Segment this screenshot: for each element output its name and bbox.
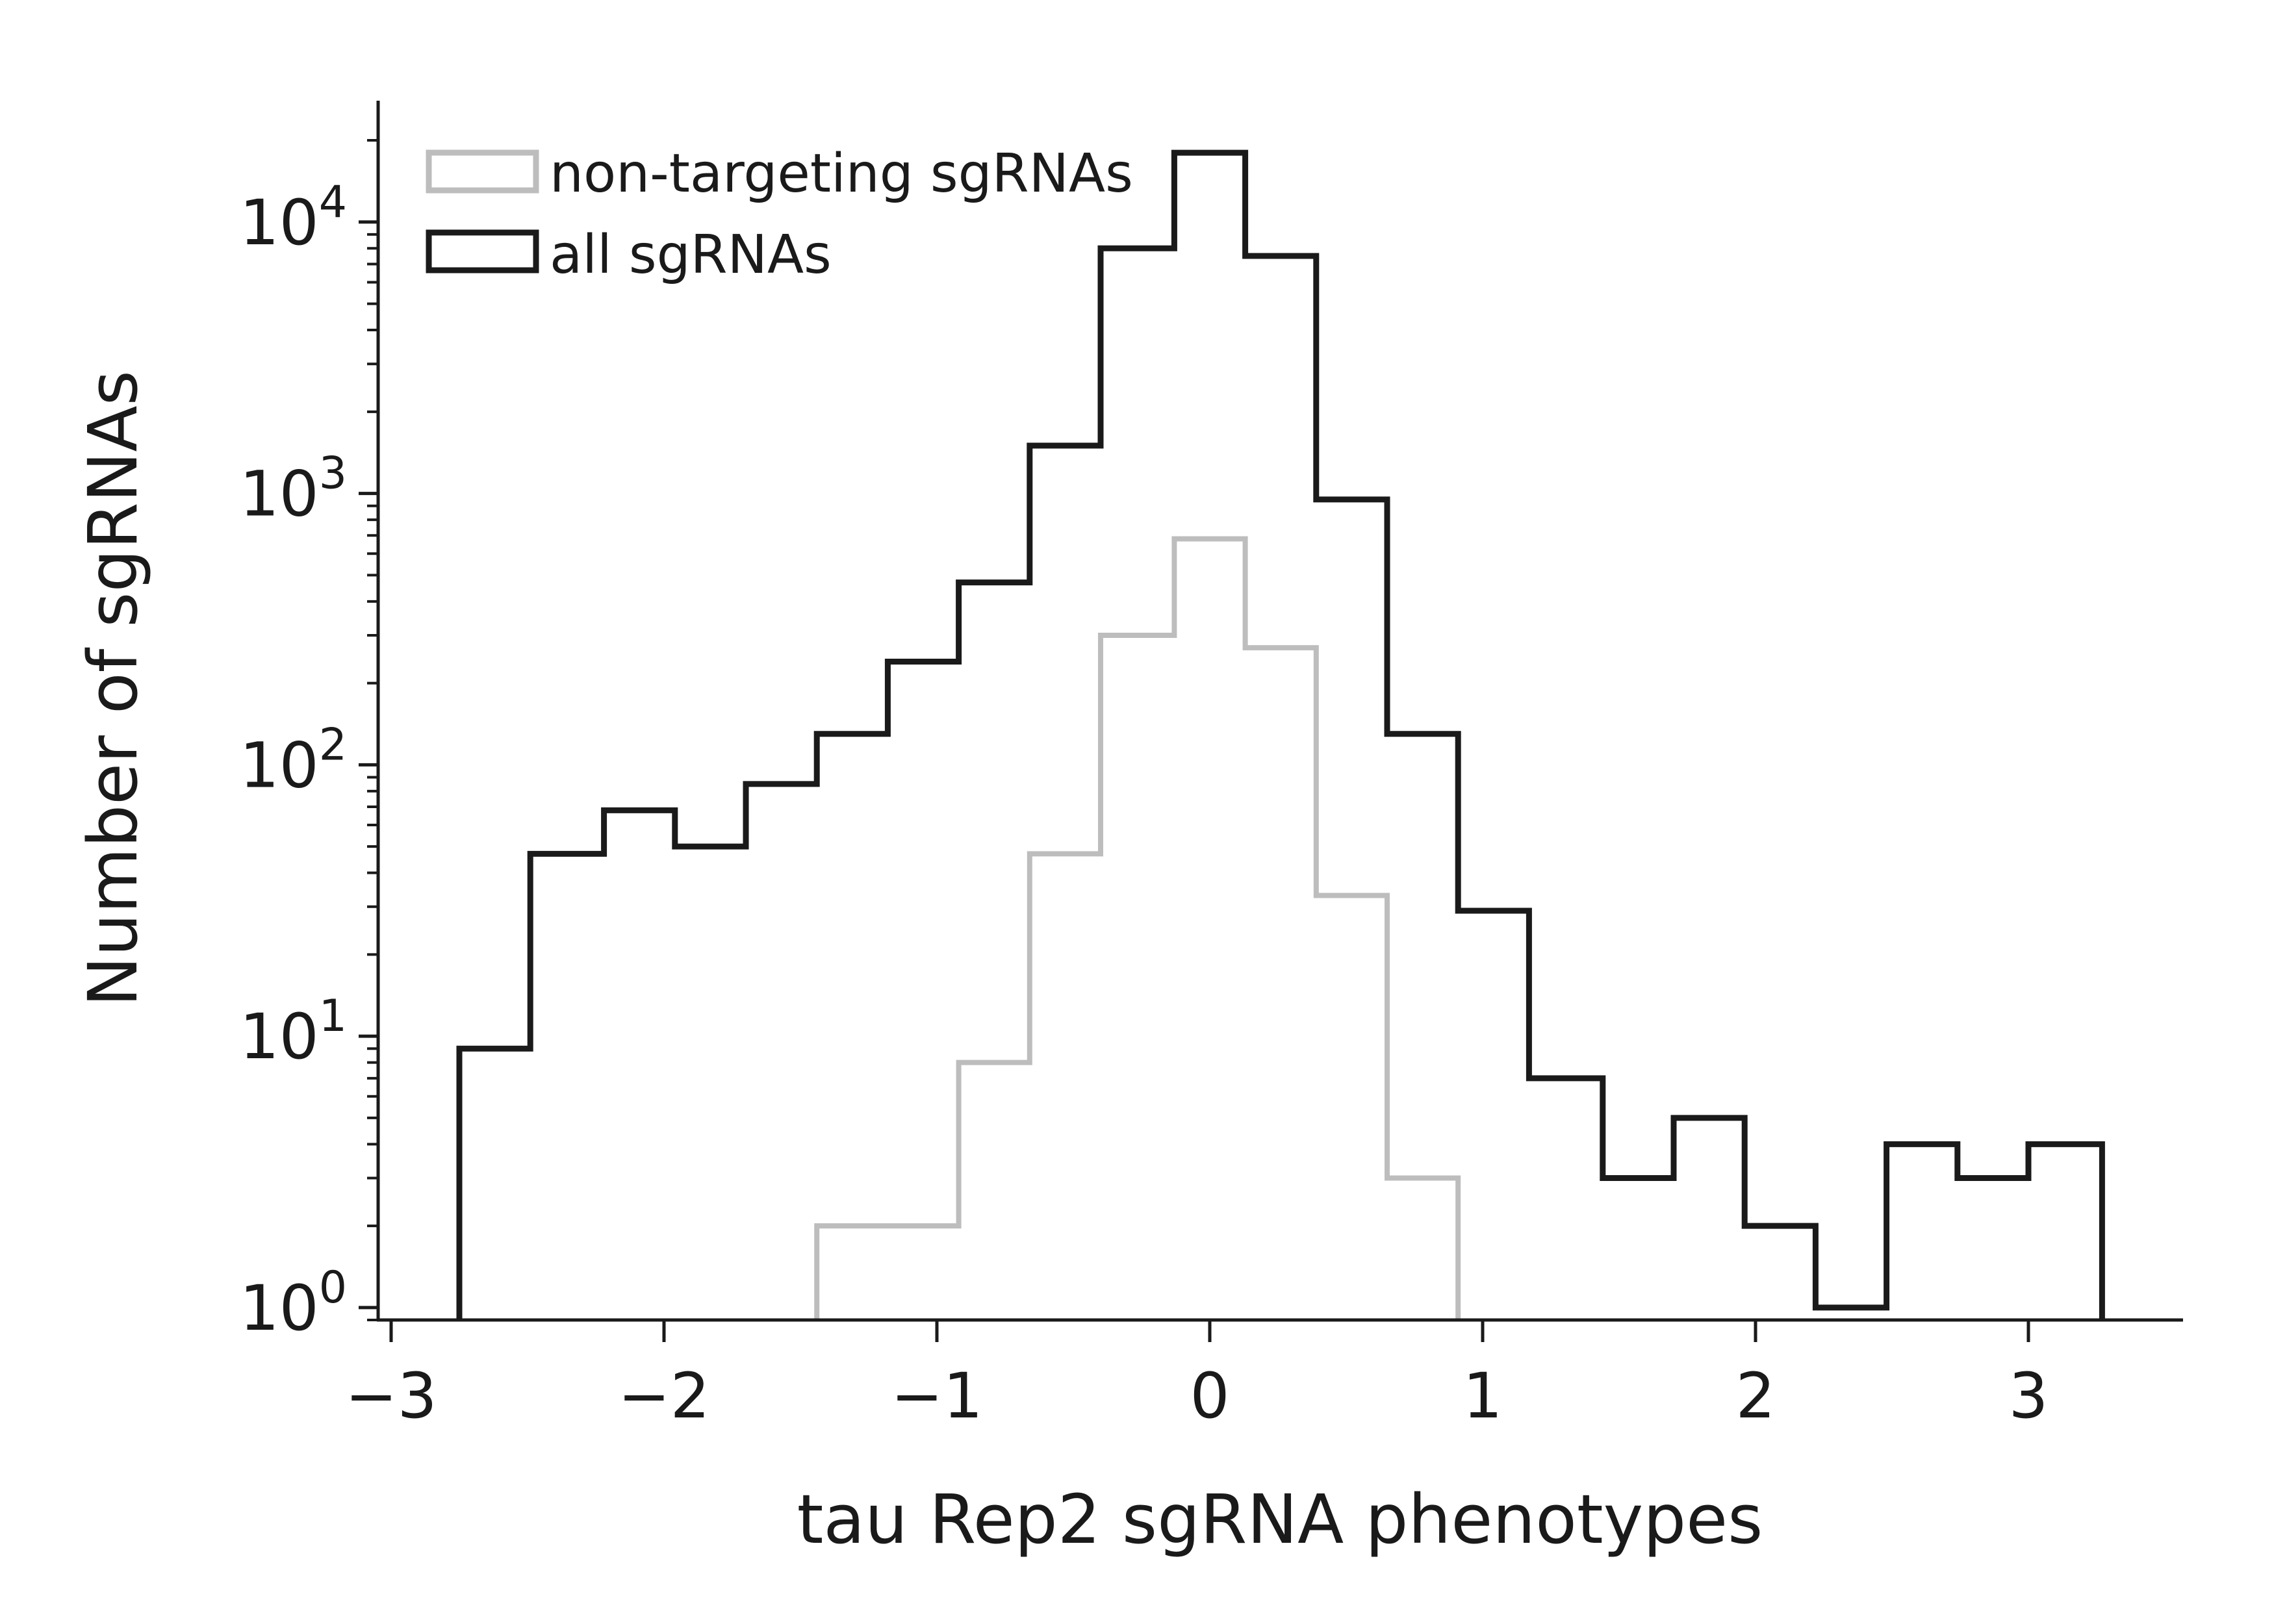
legend-item-all: all sgRNAs	[426, 224, 832, 286]
y-axis-ticks: 100 101 102 103 104	[240, 139, 378, 1345]
legend-item-non-targeting: non-targeting sgRNAs	[426, 143, 1133, 205]
legend-label-non-targeting: non-targeting sgRNAs	[550, 143, 1133, 205]
legend-swatch-all	[426, 229, 539, 273]
histogram-series-all	[456, 149, 2105, 1320]
x-tick-label: −2	[618, 1360, 710, 1432]
y-tick-label: 104	[240, 177, 347, 259]
histogram-series-layer	[456, 149, 2105, 1320]
y-axis-label: Number of sgRNAs	[73, 370, 153, 1007]
legend-swatch-non-targeting	[426, 149, 539, 194]
y-tick-label: 102	[240, 719, 347, 802]
x-tick-label: 2	[1735, 1360, 1775, 1432]
x-tick-label: 1	[1463, 1360, 1502, 1432]
x-tick-label: −3	[345, 1360, 437, 1432]
x-axis-ticks: −3 −2 −1 0 1 2 3	[345, 1320, 2049, 1432]
x-axis-label: tau Rep2 sgRNA phenotypes	[797, 1480, 1763, 1559]
x-tick-label: 0	[1190, 1360, 1229, 1432]
y-tick-label: 103	[240, 448, 347, 531]
y-tick-label: 101	[240, 991, 347, 1073]
legend: non-targeting sgRNAs all sgRNAs	[426, 143, 1133, 286]
legend-label-all: all sgRNAs	[550, 224, 832, 286]
x-tick-label: 3	[2008, 1360, 2048, 1432]
y-tick-label: 100	[240, 1262, 347, 1345]
x-tick-label: −1	[891, 1360, 983, 1432]
histogram-series-non-targeting	[814, 536, 1461, 1320]
